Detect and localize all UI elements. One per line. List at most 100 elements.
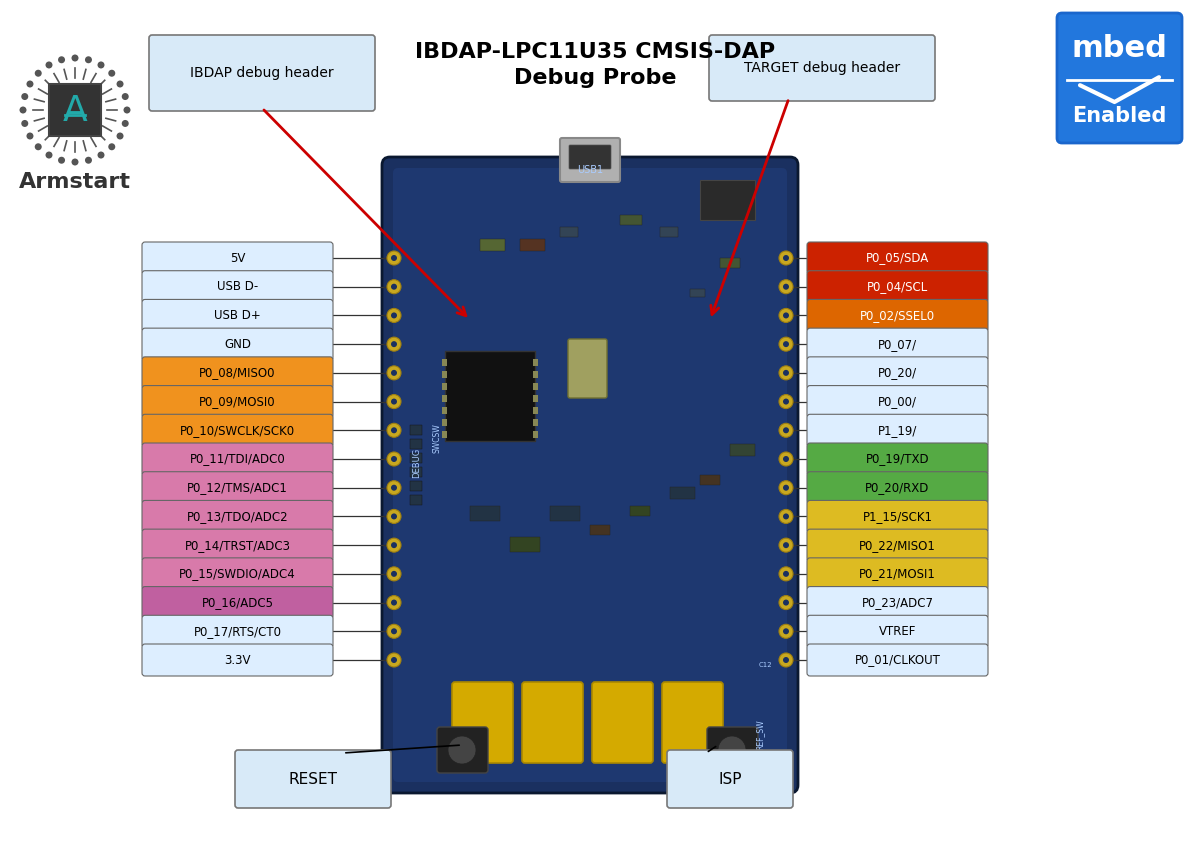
Bar (533, 419, 537, 426)
Text: P0_21/MOSI1: P0_21/MOSI1 (860, 568, 936, 580)
FancyBboxPatch shape (662, 682, 723, 763)
FancyBboxPatch shape (568, 339, 608, 398)
Text: P0_12/TMS/ADC1: P0_12/TMS/ADC1 (187, 481, 288, 495)
FancyBboxPatch shape (141, 558, 333, 590)
Circle shape (386, 510, 401, 523)
Circle shape (58, 156, 65, 164)
FancyBboxPatch shape (445, 351, 535, 441)
Circle shape (779, 309, 793, 322)
Bar (630, 506, 650, 516)
Bar (700, 475, 721, 485)
Circle shape (784, 341, 789, 347)
Bar (442, 359, 447, 366)
FancyBboxPatch shape (141, 385, 333, 418)
Circle shape (448, 736, 476, 764)
Circle shape (391, 628, 397, 634)
Bar (660, 227, 678, 237)
Bar (520, 240, 545, 251)
Circle shape (779, 567, 793, 581)
Text: P0_23/ADC7: P0_23/ADC7 (862, 596, 933, 609)
Text: P0_19/TXD: P0_19/TXD (866, 452, 930, 466)
FancyBboxPatch shape (807, 299, 988, 331)
FancyBboxPatch shape (149, 35, 375, 111)
Circle shape (779, 538, 793, 553)
Bar (619, 214, 642, 225)
Circle shape (386, 653, 401, 667)
Text: ISP: ISP (718, 771, 742, 786)
FancyBboxPatch shape (141, 529, 333, 561)
Text: C12: C12 (759, 662, 772, 668)
Circle shape (71, 158, 78, 166)
FancyBboxPatch shape (522, 682, 583, 763)
Text: P0_10/SWCLK/SCK0: P0_10/SWCLK/SCK0 (180, 424, 295, 436)
FancyBboxPatch shape (141, 271, 333, 303)
Circle shape (386, 280, 401, 294)
Circle shape (784, 600, 789, 606)
Circle shape (784, 542, 789, 548)
Bar (533, 431, 537, 438)
Circle shape (34, 143, 42, 151)
Text: mbed: mbed (1071, 34, 1168, 62)
Circle shape (117, 133, 124, 140)
Circle shape (117, 81, 124, 87)
FancyBboxPatch shape (807, 242, 988, 274)
Text: USB1: USB1 (577, 165, 603, 175)
Circle shape (58, 56, 65, 63)
Circle shape (391, 283, 397, 289)
FancyBboxPatch shape (807, 271, 988, 303)
Circle shape (391, 456, 397, 462)
Bar (551, 506, 580, 521)
Text: P0_15/SWDIO/ADC4: P0_15/SWDIO/ADC4 (180, 568, 296, 580)
Circle shape (386, 366, 401, 380)
FancyBboxPatch shape (141, 415, 333, 447)
Bar (442, 431, 447, 438)
Text: A: A (63, 94, 87, 128)
Text: Enabled: Enabled (1072, 107, 1166, 126)
Bar (590, 525, 610, 535)
FancyBboxPatch shape (807, 385, 988, 418)
Circle shape (391, 571, 397, 577)
Circle shape (779, 452, 793, 466)
FancyBboxPatch shape (141, 443, 333, 475)
Text: USB D-: USB D- (216, 280, 258, 294)
Circle shape (784, 571, 789, 577)
FancyBboxPatch shape (49, 84, 101, 136)
Bar (410, 439, 422, 449)
Circle shape (71, 55, 78, 61)
Text: VTREF: VTREF (879, 625, 917, 637)
Text: 3.3V: 3.3V (225, 653, 251, 667)
Text: P0_07/: P0_07/ (877, 337, 917, 351)
Text: P0_04/SCL: P0_04/SCL (867, 280, 929, 294)
Text: P0_05/SDA: P0_05/SDA (866, 251, 929, 265)
Text: REF_SW: REF_SW (755, 720, 765, 750)
Bar (442, 383, 447, 390)
Circle shape (391, 427, 397, 433)
Text: DEBUG: DEBUG (413, 447, 421, 478)
Bar (410, 468, 422, 478)
FancyBboxPatch shape (807, 472, 988, 504)
Text: P1_15/SCK1: P1_15/SCK1 (862, 510, 932, 523)
Circle shape (779, 653, 793, 667)
FancyBboxPatch shape (807, 558, 988, 590)
Circle shape (124, 107, 131, 114)
FancyBboxPatch shape (141, 616, 333, 648)
Bar (442, 407, 447, 414)
FancyBboxPatch shape (141, 242, 333, 274)
Bar (721, 258, 740, 268)
Circle shape (779, 481, 793, 495)
FancyBboxPatch shape (807, 443, 988, 475)
Bar (560, 227, 578, 237)
Bar (730, 444, 755, 456)
Circle shape (391, 542, 397, 548)
Circle shape (391, 370, 397, 376)
Circle shape (784, 312, 789, 319)
FancyBboxPatch shape (807, 328, 988, 360)
FancyBboxPatch shape (141, 357, 333, 389)
Circle shape (84, 56, 92, 63)
Bar (533, 371, 537, 378)
Circle shape (784, 283, 789, 289)
Text: GND: GND (224, 337, 251, 351)
Text: P0_16/ADC5: P0_16/ADC5 (201, 596, 273, 609)
Circle shape (386, 538, 401, 553)
Circle shape (386, 567, 401, 581)
